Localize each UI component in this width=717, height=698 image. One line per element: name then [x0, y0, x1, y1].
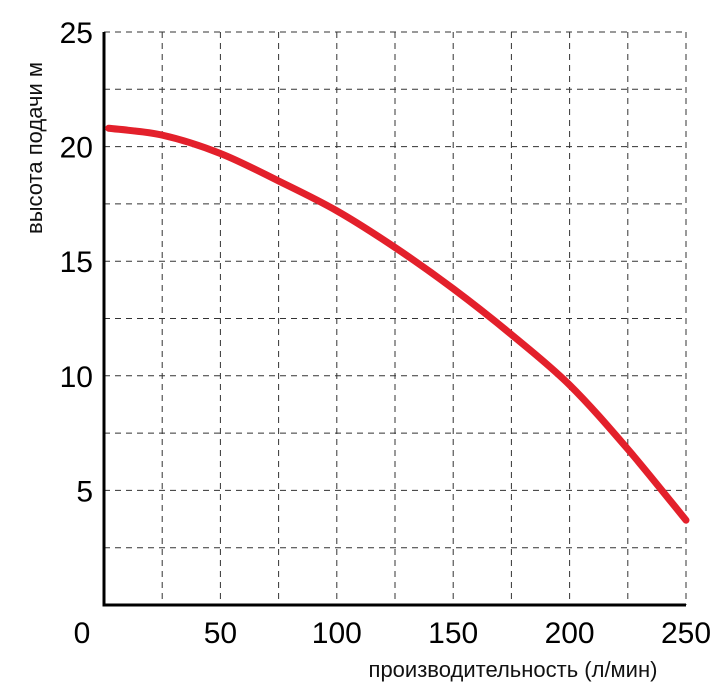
y-tick-label: 15	[60, 246, 93, 279]
grid	[104, 31, 687, 605]
x-tick-label: 50	[204, 617, 237, 650]
x-tick-label: 250	[661, 617, 711, 650]
y-tick-label: 5	[76, 475, 93, 508]
x-tick-label: 150	[428, 617, 478, 650]
series-layer	[105, 124, 690, 524]
series-line	[105, 124, 690, 524]
axes	[102, 32, 686, 607]
x-tick-label: 200	[545, 617, 595, 650]
y-tick-label: 20	[60, 132, 93, 165]
y-tick-label: 10	[60, 361, 93, 394]
y-axis-label: высота подачи м	[22, 62, 47, 234]
y-tick-label: 25	[60, 17, 93, 50]
x-tick-label: 0	[74, 617, 91, 650]
x-tick-label: 100	[312, 617, 362, 650]
tick-labels: 0 50 100 150 200 250 5 10 15 20 25	[60, 17, 711, 650]
x-axis-label: производительность (л/мин)	[369, 657, 658, 682]
